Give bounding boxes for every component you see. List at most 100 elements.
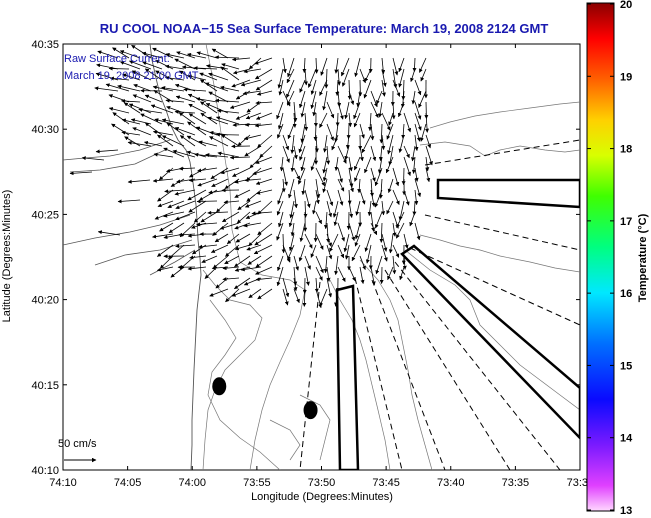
current-vector [302, 57, 307, 74]
current-vector [337, 101, 344, 120]
current-vector [200, 101, 218, 114]
current-vector [334, 57, 339, 74]
current-vector [298, 90, 306, 109]
current-vector [395, 222, 405, 239]
current-vector [287, 123, 295, 140]
current-vector [164, 189, 185, 194]
x-tick-label: 73:3 [567, 477, 588, 489]
y-tick-label: 40:10 [31, 465, 59, 477]
current-vector [298, 244, 306, 262]
current-vector [374, 211, 383, 229]
current-vector [219, 222, 240, 230]
current-vector [347, 79, 352, 100]
current-vector [355, 200, 361, 216]
current-vector [337, 68, 342, 86]
current-vector [242, 90, 262, 96]
current-vector [398, 57, 405, 73]
current-vector [403, 156, 411, 177]
current-vector [386, 123, 394, 140]
bathymetry-contour-4 [329, 279, 391, 470]
current-vector [381, 112, 391, 131]
current-vector [386, 200, 394, 215]
current-vector [293, 288, 300, 304]
current-vector [188, 113, 207, 125]
station-dot-2 [303, 401, 318, 420]
current-vector [411, 145, 416, 162]
current-vector [81, 156, 105, 161]
current-vector [378, 145, 383, 162]
current-vector [348, 200, 354, 218]
current-vector [222, 277, 240, 282]
bathymetry-contour-3 [207, 299, 281, 470]
current-vector [178, 112, 196, 125]
current-vector [334, 288, 339, 307]
current-vector [303, 200, 308, 218]
current-vector [359, 68, 366, 84]
colorbar-label: Temperature (°C) [637, 213, 649, 302]
radar-beams [299, 139, 580, 470]
current-vector [370, 167, 376, 182]
current-vector [208, 91, 229, 103]
current-vector [315, 167, 326, 187]
current-vector [315, 233, 324, 250]
current-vector [198, 140, 218, 147]
current-vector [109, 76, 130, 81]
current-vector [379, 222, 384, 243]
current-vector [186, 135, 207, 147]
x-tick-label: 74:00 [178, 477, 206, 489]
current-vector [387, 266, 394, 281]
current-vector [414, 189, 419, 206]
current-vector [221, 63, 240, 70]
bathymetry-contour-6 [404, 249, 580, 411]
current-vector [276, 123, 284, 139]
current-vector [201, 255, 218, 263]
current-vector [392, 189, 400, 205]
y-tick-label: 40:30 [31, 124, 59, 136]
current-vector [322, 156, 328, 174]
current-vector [326, 222, 331, 243]
current-vector [414, 134, 419, 152]
current-vector [304, 266, 310, 286]
x-tick-label: 74:05 [114, 477, 142, 489]
current-vector [175, 95, 196, 103]
current-vector [152, 130, 174, 136]
current-vector [127, 140, 152, 147]
current-vector [132, 94, 152, 103]
current-vector [356, 90, 361, 108]
current-vector [138, 107, 163, 114]
current-annotation-line1: Raw Surface Current: [64, 53, 170, 65]
current-vector [398, 200, 405, 221]
x-tick-label: 74:10 [49, 477, 77, 489]
current-vector [290, 222, 295, 237]
current-vector [153, 152, 174, 158]
current-vector [361, 134, 372, 154]
current-vector [299, 222, 306, 242]
current-vector [286, 79, 295, 99]
current-vector [172, 149, 196, 158]
current-vector [286, 90, 295, 106]
current-vector [374, 189, 383, 208]
current-vector [119, 50, 141, 59]
current-vector [222, 211, 240, 223]
current-vector [165, 52, 185, 59]
current-vector [150, 104, 174, 114]
current-vector [165, 98, 185, 103]
current-vector [292, 112, 297, 128]
current-vector [368, 112, 373, 132]
current-vector [387, 134, 394, 155]
current-vector [276, 101, 284, 120]
y-axis-ticks: 40:35 40:30 40:25 40:20 40:15 40:10 [31, 39, 580, 477]
current-vector [209, 288, 229, 297]
current-vector [319, 79, 328, 96]
x-tick-label: 73:50 [308, 477, 336, 489]
current-vector [163, 211, 185, 218]
current-vector [281, 233, 286, 254]
current-vector [187, 266, 207, 271]
current-vector [235, 112, 251, 120]
current-vector [411, 90, 416, 105]
current-vector [234, 189, 251, 198]
current-vector [354, 167, 361, 182]
current-vector [256, 90, 273, 96]
current-vector [347, 189, 352, 205]
current-vector [365, 244, 372, 264]
